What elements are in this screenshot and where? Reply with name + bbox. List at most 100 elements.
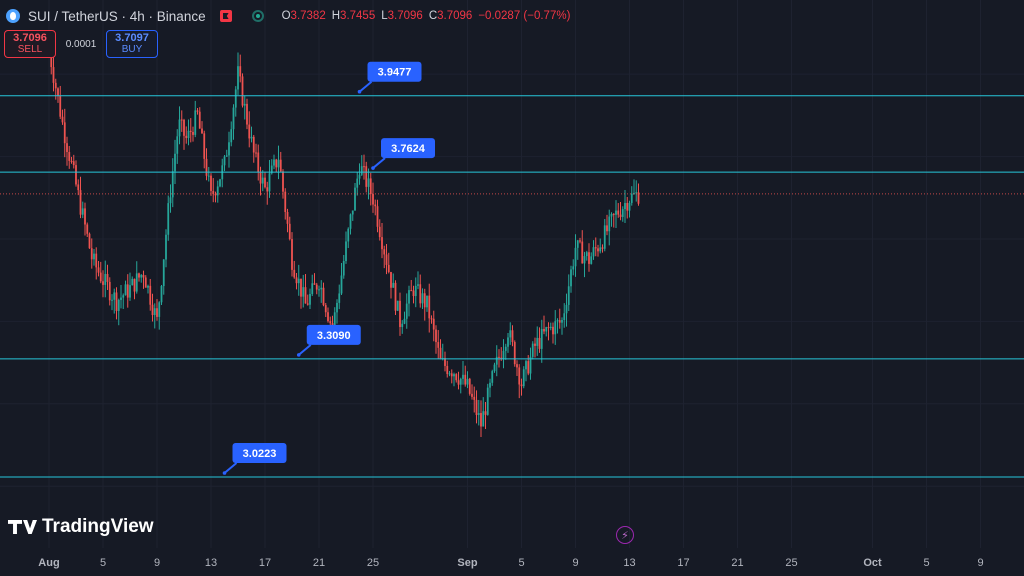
sell-button[interactable]: 3.7096 SELL <box>4 30 56 58</box>
flag-icon[interactable] <box>219 10 232 22</box>
symbol-title[interactable]: SUI / TetherUS · 4h · Binance <box>28 8 206 24</box>
candle-body-143 <box>369 178 372 195</box>
candle-body-231 <box>567 286 570 305</box>
candle-body-29 <box>113 292 116 300</box>
candle-body-226 <box>556 320 559 322</box>
chart-legend: SUI / TetherUS · 4h · Binance O3.7382 H3… <box>0 0 1024 32</box>
buy-price: 3.7097 <box>115 32 149 44</box>
candle-body-249 <box>608 216 611 232</box>
candle-body-103 <box>279 159 282 172</box>
market-status-icon[interactable] <box>251 10 264 22</box>
candle-body-176 <box>444 358 446 366</box>
price-levels[interactable]: 3.9477 3.7624 3.3090 3.0223 <box>0 61 1024 478</box>
candle-body-84 <box>237 66 239 90</box>
candle-body-108 <box>291 239 293 270</box>
candle-body-7 <box>63 122 66 144</box>
candle-body-6 <box>61 116 64 123</box>
candle-body-127 <box>333 312 336 331</box>
buy-button[interactable]: 3.7097 BUY <box>106 30 158 58</box>
candle-body-105 <box>284 191 287 213</box>
candle-body-8 <box>66 143 68 153</box>
candle-body-206 <box>511 330 514 343</box>
candle-body-111 <box>297 278 300 284</box>
candle-body-21 <box>95 253 98 268</box>
candle-body-2 <box>52 67 55 83</box>
x-axis: Aug5913172125Sep5913172125Oct5913 <box>38 557 983 569</box>
candle-body-199 <box>495 356 498 365</box>
candle-body-59 <box>180 119 183 121</box>
candle-body-205 <box>509 330 512 338</box>
candle-body-134 <box>349 214 352 229</box>
candle-body-187 <box>468 378 471 394</box>
candle-body-221 <box>545 327 548 332</box>
candle-body-188 <box>471 393 473 397</box>
candle-body-16 <box>84 208 86 225</box>
candle-body-101 <box>275 159 278 168</box>
candle-body-201 <box>500 357 503 359</box>
candle-body-86 <box>241 76 244 106</box>
candle-body-152 <box>390 272 392 288</box>
candle-body-61 <box>185 135 188 139</box>
candle-body-31 <box>117 299 120 311</box>
candle-body-118 <box>313 283 316 285</box>
candle-body-76 <box>219 179 221 187</box>
candle-body-174 <box>439 347 442 359</box>
candle-body-214 <box>529 356 532 374</box>
candle-body-57 <box>176 136 179 154</box>
candle-body-173 <box>437 342 440 348</box>
watermark-text: TradingView <box>42 516 154 537</box>
tradingview-watermark[interactable]: TradingView <box>8 516 154 538</box>
candle-body-133 <box>347 228 350 242</box>
candle-body-257 <box>626 202 629 211</box>
candle-body-12 <box>75 165 77 185</box>
candle-body-95 <box>261 177 264 184</box>
level-callout-box-1 <box>381 138 435 159</box>
lightning-icon[interactable]: ⚡ <box>616 526 634 544</box>
x-tick-label-0: Aug <box>38 557 59 569</box>
level-callout-dot-0 <box>357 89 362 94</box>
candle-body-239 <box>585 252 588 257</box>
candle-body-64 <box>192 131 194 135</box>
level-callout-box-2 <box>306 324 361 345</box>
candle-body-204 <box>507 337 509 347</box>
x-tick-label-14: Oct <box>863 557 882 569</box>
candle-body-155 <box>396 300 399 311</box>
candle-body-255 <box>621 209 624 217</box>
candle-body-73 <box>212 190 215 194</box>
candle-body-22 <box>97 267 100 273</box>
candle-body-71 <box>207 175 210 177</box>
candle-body-5 <box>59 95 62 117</box>
candle-body-130 <box>340 275 343 294</box>
candle-body-149 <box>383 249 386 255</box>
candle-body-66 <box>196 110 199 112</box>
change-value: −0.0287 (−0.77%) <box>478 10 571 22</box>
candle-body-154 <box>394 282 397 311</box>
candle-body-147 <box>378 226 381 238</box>
candle-body-184 <box>462 374 464 379</box>
candle-body-82 <box>232 107 235 130</box>
candle-body-216 <box>534 343 536 346</box>
candle-body-112 <box>300 278 302 297</box>
candle-body-156 <box>399 300 401 328</box>
candle-body-233 <box>572 266 575 270</box>
x-tick-label-13: 25 <box>785 557 797 569</box>
candle-body-219 <box>540 329 543 349</box>
candle-body-136 <box>354 187 356 211</box>
level-callout-pointer-1 <box>372 157 386 169</box>
candle-body-3 <box>54 82 57 89</box>
candle-body-122 <box>322 287 325 306</box>
candle-body-177 <box>446 365 449 374</box>
candle-body-190 <box>475 399 478 416</box>
candle-body-232 <box>570 269 572 287</box>
candle-body-39 <box>135 273 138 292</box>
candle-body-128 <box>336 302 338 313</box>
tradingview-logo-icon <box>8 517 38 537</box>
candle-body-228 <box>561 320 563 323</box>
candle-body-90 <box>250 136 253 139</box>
level-label-2: 3.3090 <box>317 330 351 342</box>
candle-body-63 <box>189 130 192 132</box>
candle-body-198 <box>493 364 496 372</box>
x-tick-label-16: 9 <box>977 557 983 569</box>
candle-body-91 <box>252 136 255 153</box>
